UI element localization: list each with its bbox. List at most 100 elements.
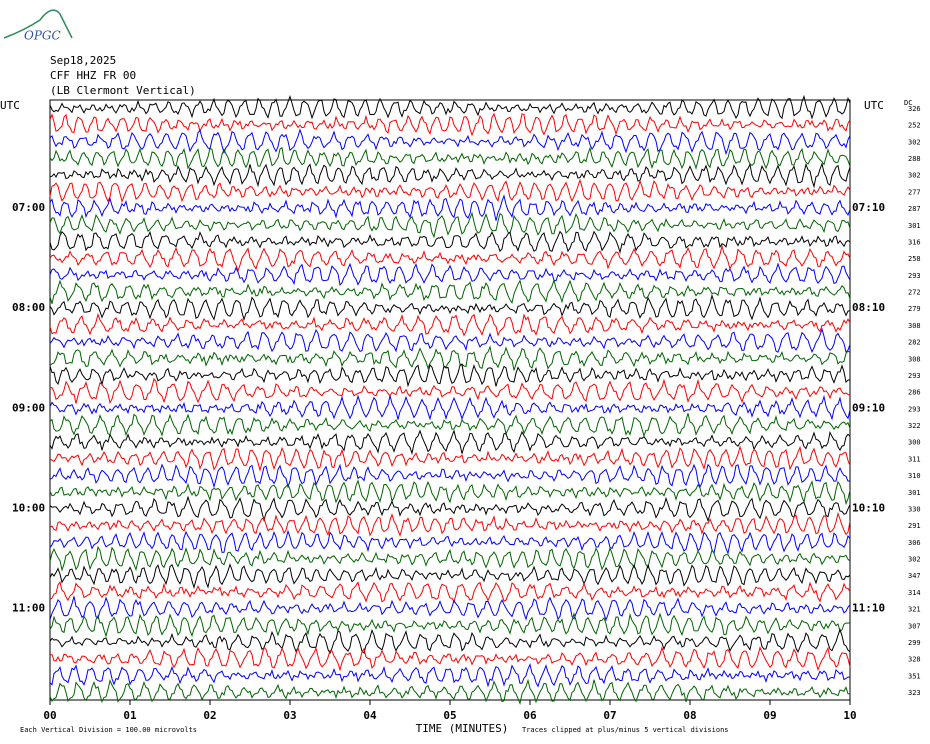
chart-title: Sep18,2025 [50, 54, 116, 67]
dc-value: 314 [908, 589, 921, 597]
x-tick-label: 08 [683, 709, 696, 722]
subtitle: CFF HHZ FR 00 [50, 69, 136, 82]
trace [49, 479, 851, 506]
right-time-label: 11:10 [852, 602, 885, 615]
trace [49, 162, 851, 189]
trace [49, 429, 851, 456]
station: (LB Clermont Vertical) [50, 84, 196, 97]
x-tick-label: 06 [523, 709, 537, 722]
dc-value: 311 [908, 455, 921, 463]
trace [49, 194, 851, 221]
trace [49, 580, 851, 604]
dc-value: 300 [908, 439, 921, 447]
dc-value: 302 [908, 138, 921, 146]
trace [49, 563, 851, 590]
trace [49, 413, 851, 438]
right-time-label: 07:10 [852, 201, 885, 214]
dc-value: 321 [908, 606, 921, 614]
left-time-label: 09:00 [12, 401, 45, 414]
trace [49, 230, 851, 254]
trace [49, 94, 851, 120]
dc-value: 326 [908, 105, 921, 113]
right-time-label: 08:10 [852, 301, 885, 314]
trace [49, 612, 851, 638]
left-time-label: 10:00 [12, 501, 45, 514]
x-tick-label: 10 [843, 709, 856, 722]
dc-value: 308 [908, 355, 921, 363]
dc-value: 277 [908, 188, 921, 196]
dc-value: 282 [908, 339, 921, 347]
clip-note: Traces clipped at plus/minus 5 vertical … [522, 726, 729, 734]
dc-value: 293 [908, 405, 921, 413]
right-time-label: 09:10 [852, 401, 885, 414]
dc-value: 272 [908, 289, 921, 297]
logo-curve [3, 9, 73, 39]
trace [49, 262, 851, 286]
x-tick-label: 03 [283, 709, 296, 722]
dc-value: 288 [908, 155, 921, 163]
dc-value: 307 [908, 622, 921, 630]
x-tick-label: 00 [43, 709, 56, 722]
left-time-label: 11:00 [12, 602, 45, 615]
x-tick-label: 09 [763, 709, 776, 722]
trace [49, 278, 851, 305]
dc-value: 287 [908, 205, 921, 213]
dc-value: 279 [908, 305, 921, 313]
trace [49, 112, 851, 137]
x-tick-label: 01 [123, 709, 137, 722]
dc-value: 323 [908, 689, 921, 697]
dc-value: 291 [908, 522, 921, 530]
right-time-label: 10:10 [852, 501, 885, 514]
x-axis-label: TIME (MINUTES) [416, 722, 509, 735]
trace [49, 178, 851, 203]
dc-value: 302 [908, 556, 921, 564]
x-tick-label: 07 [603, 709, 616, 722]
x-tick-label: 02 [203, 709, 216, 722]
trace [49, 312, 851, 337]
logo: OPGC [24, 29, 61, 43]
dc-value: 301 [908, 489, 921, 497]
x-tick-label: 05 [443, 709, 456, 722]
dc-value: 252 [908, 122, 921, 130]
trace [49, 293, 851, 322]
trace [49, 596, 851, 622]
x-tick-label: 04 [363, 709, 377, 722]
trace [49, 463, 851, 489]
trace [49, 662, 851, 688]
trace [49, 244, 851, 273]
dc-value: 347 [908, 572, 921, 580]
right-axis-label: UTC [864, 99, 884, 112]
trace [49, 146, 851, 170]
dc-value: 301 [908, 222, 921, 230]
left-time-label: 07:00 [12, 201, 45, 214]
trace [49, 646, 851, 672]
dc-value: 302 [908, 172, 921, 180]
trace [49, 445, 851, 472]
dc-value: 293 [908, 372, 921, 380]
dc-value: 258 [908, 255, 921, 263]
trace [49, 345, 851, 371]
trace [49, 363, 851, 388]
trace [49, 394, 851, 421]
dc-value: 351 [908, 672, 921, 680]
trace [49, 628, 851, 655]
trace [49, 545, 851, 572]
trace [49, 327, 851, 354]
trace [49, 211, 851, 239]
dc-label: DC [904, 99, 912, 107]
trace [49, 511, 851, 538]
dc-value: 322 [908, 422, 921, 430]
trace [49, 377, 851, 405]
trace [49, 678, 851, 705]
dc-value: 286 [908, 389, 921, 397]
left-axis-label: UTC [0, 99, 20, 112]
dc-value: 316 [908, 238, 921, 246]
dc-value: 308 [908, 322, 921, 330]
left-time-label: 08:00 [12, 301, 45, 314]
dc-value: 330 [908, 505, 921, 513]
dc-value: 293 [908, 272, 921, 280]
dc-value: 306 [908, 539, 921, 547]
scale-note: Each Vertical Division = 100.00 microvol… [20, 726, 197, 734]
trace [49, 529, 851, 555]
